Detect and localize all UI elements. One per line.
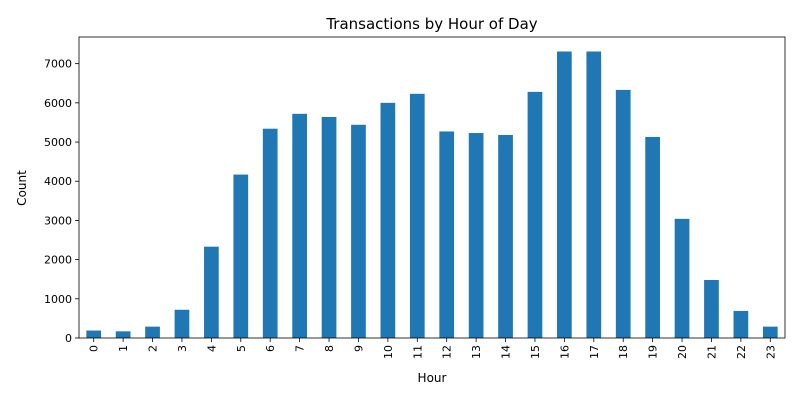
x-tick-label: 5 — [235, 345, 248, 352]
x-tick-label: 11 — [411, 345, 424, 359]
x-tick-label: 16 — [558, 345, 571, 359]
y-tick-label: 4000 — [44, 175, 72, 188]
x-tick-label: 14 — [500, 345, 513, 359]
bar-hour-20 — [674, 218, 690, 338]
bar-hour-18 — [615, 89, 631, 338]
y-tick-label: 7000 — [44, 58, 72, 71]
bar-hour-6 — [262, 128, 278, 338]
y-axis-ticks: 0 1000 2000 3000 4000 5000 6000 7000 — [44, 58, 79, 345]
x-tick-label: 1 — [117, 345, 130, 352]
bar-hour-23 — [762, 326, 778, 338]
bar-hour-22 — [733, 310, 749, 338]
bar-hour-17 — [586, 51, 602, 338]
x-tick-label: 8 — [323, 345, 336, 352]
bar-hour-16 — [557, 51, 572, 338]
bar-hour-2 — [145, 326, 160, 338]
bar-hour-10 — [380, 102, 396, 338]
x-axis-label: Hour — [418, 371, 447, 385]
x-tick-label: 0 — [88, 345, 101, 352]
y-tick-label: 6000 — [44, 97, 72, 110]
y-tick-label: 1000 — [44, 293, 72, 306]
x-tick-label: 3 — [176, 345, 189, 352]
x-tick-label: 22 — [735, 345, 748, 359]
x-tick-label: 19 — [647, 345, 660, 359]
bar-hour-11 — [409, 93, 425, 338]
x-tick-label: 9 — [352, 345, 365, 352]
bar-hour-1 — [115, 331, 131, 338]
x-tick-label: 15 — [529, 345, 542, 359]
y-tick-label: 0 — [65, 332, 72, 345]
x-tick-label: 17 — [588, 345, 601, 359]
x-tick-label: 23 — [764, 345, 777, 359]
x-tick-label: 13 — [470, 345, 483, 359]
bar-hour-13 — [468, 133, 484, 338]
bar-hour-7 — [292, 113, 307, 338]
x-tick-label: 12 — [441, 345, 454, 359]
bar-hour-5 — [233, 174, 249, 338]
bar-hour-14 — [498, 134, 513, 338]
bar-hour-8 — [321, 116, 337, 338]
bar-hour-21 — [704, 279, 719, 338]
y-tick-label: 5000 — [44, 136, 72, 149]
plot-frame — [78, 36, 786, 339]
y-tick-label: 3000 — [44, 214, 72, 227]
y-axis-label: Count — [15, 170, 29, 206]
bar-hour-9 — [351, 124, 366, 339]
x-tick-label: 21 — [705, 345, 718, 359]
bar-hour-12 — [439, 131, 455, 338]
x-tick-label: 10 — [382, 345, 395, 359]
bar-hour-4 — [204, 246, 219, 338]
bar-hour-15 — [527, 91, 543, 339]
x-tick-label: 7 — [294, 345, 307, 352]
bars-group — [86, 51, 778, 339]
bar-hour-3 — [174, 309, 190, 338]
y-tick-label: 2000 — [44, 254, 72, 267]
x-tick-label: 18 — [617, 345, 630, 359]
x-axis-ticks: 0 1 2 3 4 5 6 7 8 9 10 11 12 13 14 15 16 17 18 19 20 21 22 23 — [88, 338, 777, 359]
x-tick-label: 6 — [264, 345, 277, 352]
bar-hour-19 — [645, 136, 660, 338]
x-tick-label: 2 — [147, 345, 160, 352]
chart-title: Transactions by Hour of Day — [325, 15, 537, 33]
x-tick-label: 4 — [205, 345, 218, 352]
x-tick-label: 20 — [676, 345, 689, 359]
bar-hour-0 — [86, 330, 102, 338]
